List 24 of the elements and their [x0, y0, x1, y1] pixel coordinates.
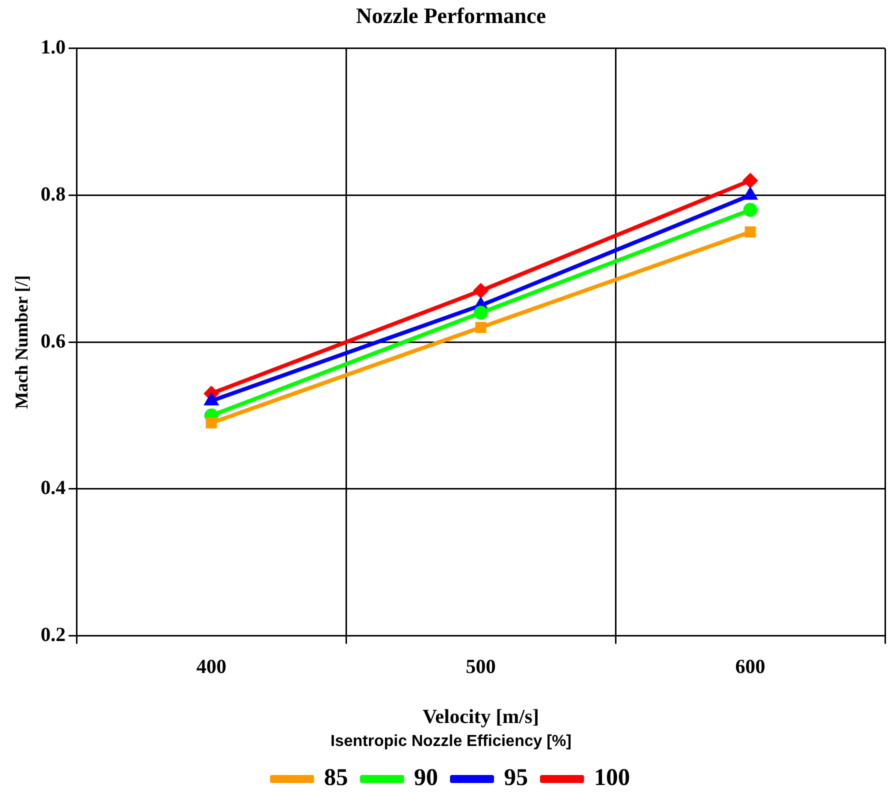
- point: [744, 226, 756, 238]
- point: [475, 322, 486, 333]
- y-tick-label: 0.8: [40, 183, 66, 206]
- point: [744, 188, 757, 200]
- point: [474, 306, 488, 320]
- x-tick-label: 600: [735, 656, 766, 678]
- legend-title: Isentropic Nozzle Efficiency [%]: [330, 733, 572, 750]
- x-tick-label: 500: [466, 656, 496, 678]
- legend-label: 100: [594, 765, 630, 792]
- y-tick-label: 1.0: [40, 36, 66, 59]
- y-tick-label: 0.4: [40, 477, 66, 500]
- legend-label: 95: [504, 765, 528, 792]
- point: [743, 174, 758, 188]
- x-tick-label: 400: [196, 656, 226, 678]
- legend-label: 85: [324, 765, 348, 792]
- point: [474, 284, 488, 298]
- y-axis-title: Mach Number [/]: [11, 275, 32, 409]
- y-tick-label: 0.2: [40, 624, 66, 646]
- y-tick-label: 0.6: [40, 330, 66, 352]
- point: [743, 202, 758, 217]
- chart-title: Nozzle Performance: [356, 2, 546, 28]
- point: [206, 417, 217, 428]
- x-axis-title: Velocity [m/s]: [422, 706, 540, 728]
- legend-label: 90: [414, 765, 438, 792]
